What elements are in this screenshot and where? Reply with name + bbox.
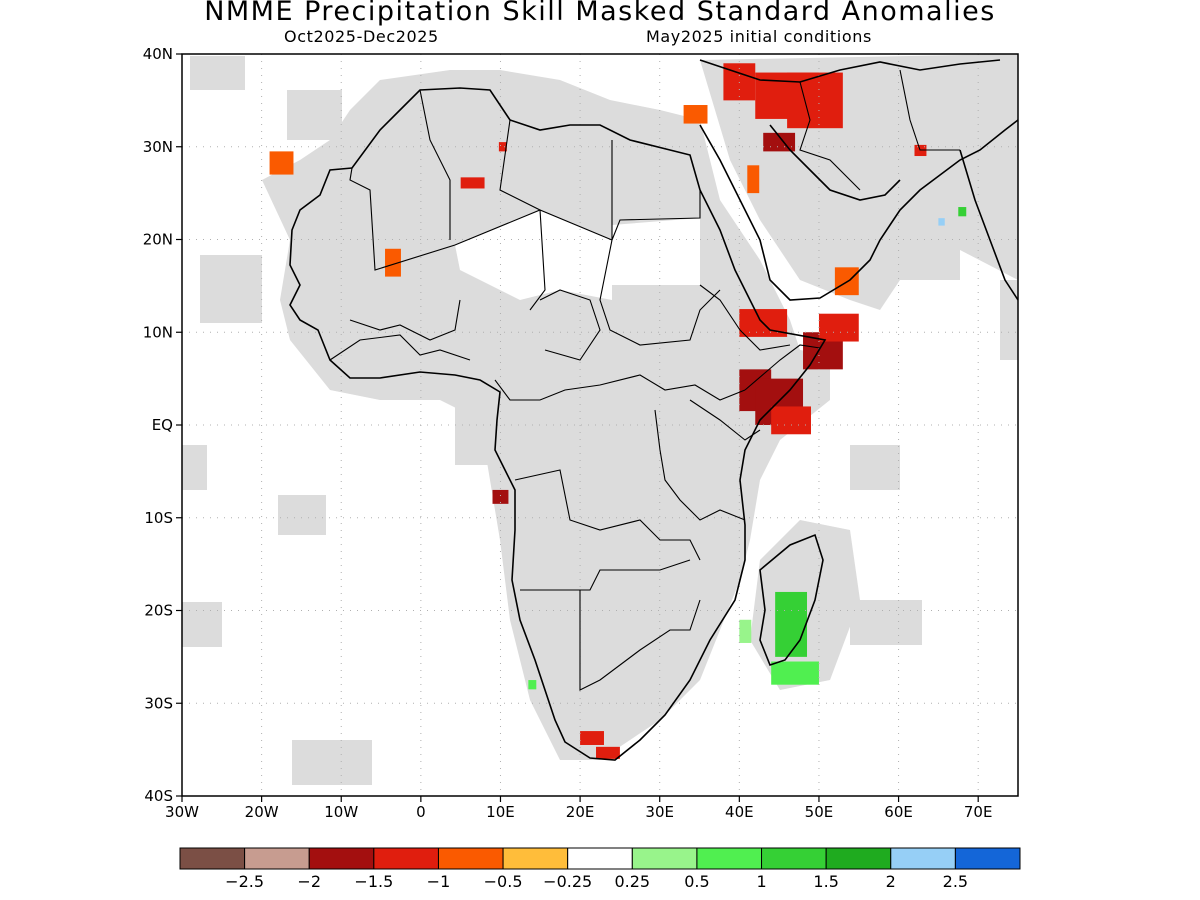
unmasked-sudan [612, 218, 700, 285]
colorbar-swatch-8 [696, 847, 763, 870]
colorbar-swatch-9 [761, 847, 827, 870]
lon-label-20W: 20W [245, 803, 279, 821]
anomaly-patch-20 [596, 746, 620, 759]
anomaly-patch-23 [739, 619, 752, 643]
anomaly-patch-22 [771, 661, 819, 685]
colorbar-label-11: 2.5 [943, 872, 968, 891]
lon-label-70E: 70E [964, 803, 993, 821]
colorbar-swatch-7 [631, 847, 698, 870]
anomaly-patch-16 [269, 151, 294, 175]
colorbar-label-10: 2 [886, 872, 896, 891]
colorbar-label-3: −1 [427, 872, 451, 891]
colorbar-swatch-5 [502, 847, 569, 870]
lon-label-60E: 60E [884, 803, 913, 821]
colorbar: −2.5 −2 −1.5 −1 −0.5 −0.25 0.25 0.5 1 1.5 2 2.5 [179, 847, 1021, 891]
colorbar-label-9: 1.5 [813, 872, 838, 891]
colorbar-swatch-12 [954, 847, 1021, 870]
anomaly-patch-19 [580, 731, 604, 745]
lon-label-20E: 20E [566, 803, 595, 821]
colorbar-swatch-0 [179, 847, 246, 870]
colorbar-swatch-3 [373, 847, 439, 870]
colorbar-label-1: −2 [297, 872, 321, 891]
lon-label-30W: 30W [165, 803, 199, 821]
lat-label-EQ: EQ [152, 416, 173, 434]
ocean-mask-blocks [182, 56, 1018, 785]
forecast-period: Oct2025-Dec2025 [284, 27, 439, 46]
initial-conditions: May2025 initial conditions [646, 27, 872, 46]
anomaly-patch-12 [747, 165, 760, 194]
colorbar-label-8: 1 [756, 872, 766, 891]
lon-label-50E: 50E [805, 803, 834, 821]
colorbar-label-6: 0.25 [614, 872, 650, 891]
lon-label-0: 0 [416, 803, 426, 821]
anomaly-patch-8 [787, 72, 843, 129]
lat-label-40N: 40N [143, 45, 173, 63]
colorbar-swatch-6 [567, 847, 633, 870]
colorbar-label-7: 0.5 [684, 872, 709, 891]
anomaly-patch-25 [958, 207, 967, 217]
anomaly-patch-14 [498, 142, 507, 152]
anomaly-patch-24 [528, 680, 537, 690]
colorbar-swatch-10 [825, 847, 892, 870]
lat-label-10S: 10S [144, 509, 173, 527]
anomaly-patch-18 [492, 489, 509, 504]
anomaly-patch-4 [818, 313, 859, 342]
lon-label-30E: 30E [645, 803, 674, 821]
lat-label-10N: 10N [143, 323, 173, 341]
colorbar-swatch-2 [308, 847, 375, 870]
colorbar-label-4: −0.5 [484, 872, 523, 891]
grid-lines [182, 54, 1018, 796]
lon-label-10E: 10E [486, 803, 515, 821]
lat-label-40S: 40S [144, 787, 173, 805]
anomaly-patch-15 [385, 248, 401, 277]
anomaly-patch-26 [938, 218, 945, 226]
colorbar-label-2: −1.5 [354, 872, 393, 891]
lat-label-20S: 20S [144, 602, 173, 620]
lon-label-10W: 10W [324, 803, 358, 821]
anomaly-patch-10 [683, 105, 708, 124]
axis-ticks: 30W 20W 10W 0 10E 20E 30E 40E 50E 60E 70E 40N 30N 20N… [143, 45, 993, 821]
anomaly-patch-21 [775, 591, 808, 657]
anomaly-patch-13 [460, 177, 485, 189]
map-title: NMME Precipitation Skill Masked Standard… [204, 0, 996, 27]
colorbar-swatch-11 [890, 847, 956, 870]
lat-label-30N: 30N [143, 138, 173, 156]
colorbar-swatch-4 [437, 847, 504, 870]
colorbar-label-0: −2.5 [225, 872, 264, 891]
unmasked-sahara [455, 210, 612, 300]
anomaly-patch-2 [771, 406, 811, 435]
lat-label-30S: 30S [144, 694, 173, 712]
colorbar-swatch-1 [244, 847, 310, 870]
lon-label-40E: 40E [725, 803, 754, 821]
colorbar-label-5: −0.25 [543, 872, 592, 891]
country-borders [329, 69, 960, 691]
lat-label-20N: 20N [143, 231, 173, 249]
